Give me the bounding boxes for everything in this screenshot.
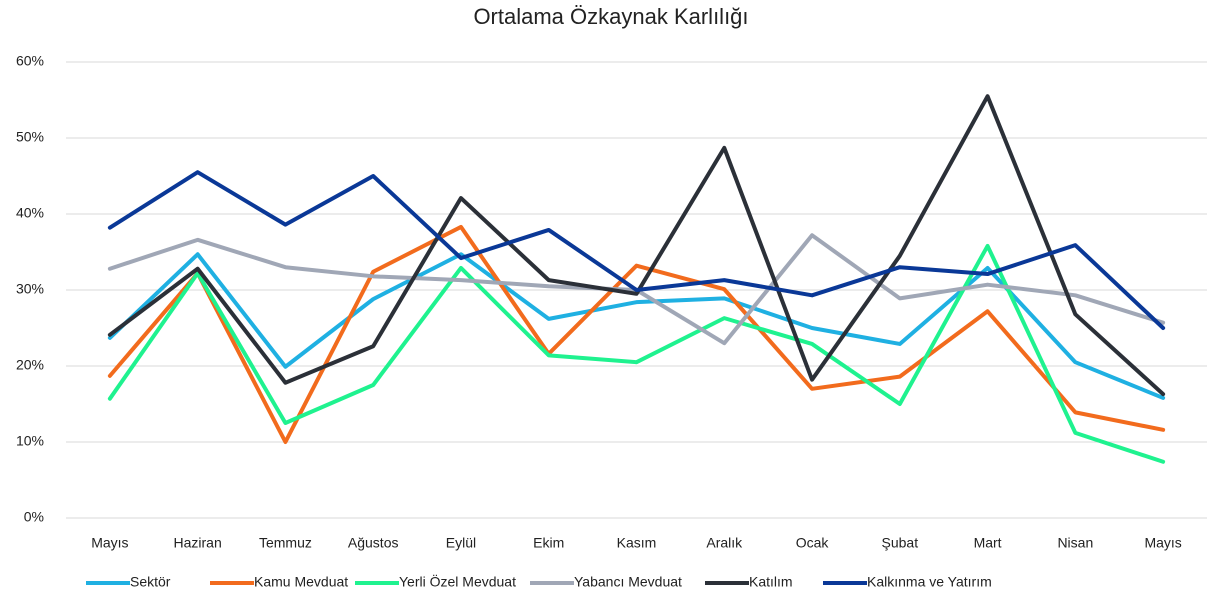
x-tick-label: Kasım bbox=[617, 535, 657, 551]
y-tick-label: 10% bbox=[16, 433, 44, 449]
series-line bbox=[107, 252, 1166, 400]
x-tick-label: Ağustos bbox=[348, 535, 399, 551]
series-line bbox=[107, 224, 1166, 444]
y-tick-label: 40% bbox=[16, 205, 44, 221]
chart-title: Ortalama Özkaynak Karlılığı bbox=[473, 4, 748, 29]
y-tick-label: 0% bbox=[24, 509, 44, 525]
x-tick-label: Şubat bbox=[882, 535, 919, 551]
legend-label: Katılım bbox=[749, 574, 793, 590]
legend-label: Kalkınma ve Yatırım bbox=[867, 574, 992, 590]
x-tick-label: Mayıs bbox=[91, 535, 128, 551]
y-tick-label: 50% bbox=[16, 129, 44, 145]
x-tick-label: Mart bbox=[974, 535, 1002, 551]
series-line bbox=[107, 94, 1166, 397]
x-tick-label: Nisan bbox=[1057, 535, 1093, 551]
x-tick-label: Temmuz bbox=[259, 535, 312, 551]
legend-label: Yerli Özel Mevduat bbox=[399, 573, 516, 590]
x-tick-label: Mayıs bbox=[1144, 535, 1181, 551]
legend-label: Sektör bbox=[130, 574, 171, 590]
legend-label: Kamu Mevduat bbox=[254, 574, 348, 590]
x-tick-label: Ocak bbox=[796, 535, 830, 551]
x-tick-label: Aralık bbox=[706, 535, 743, 551]
x-tick-label: Eylül bbox=[446, 535, 476, 551]
y-tick-label: 20% bbox=[16, 357, 44, 373]
legend-label: Yabancı Mevduat bbox=[574, 574, 682, 590]
series-line bbox=[107, 243, 1166, 464]
x-tick-label: Haziran bbox=[174, 535, 222, 551]
x-tick-label: Ekim bbox=[533, 535, 564, 551]
series-line bbox=[107, 170, 1166, 330]
y-tick-label: 30% bbox=[16, 281, 44, 297]
y-tick-label: 60% bbox=[16, 53, 44, 69]
